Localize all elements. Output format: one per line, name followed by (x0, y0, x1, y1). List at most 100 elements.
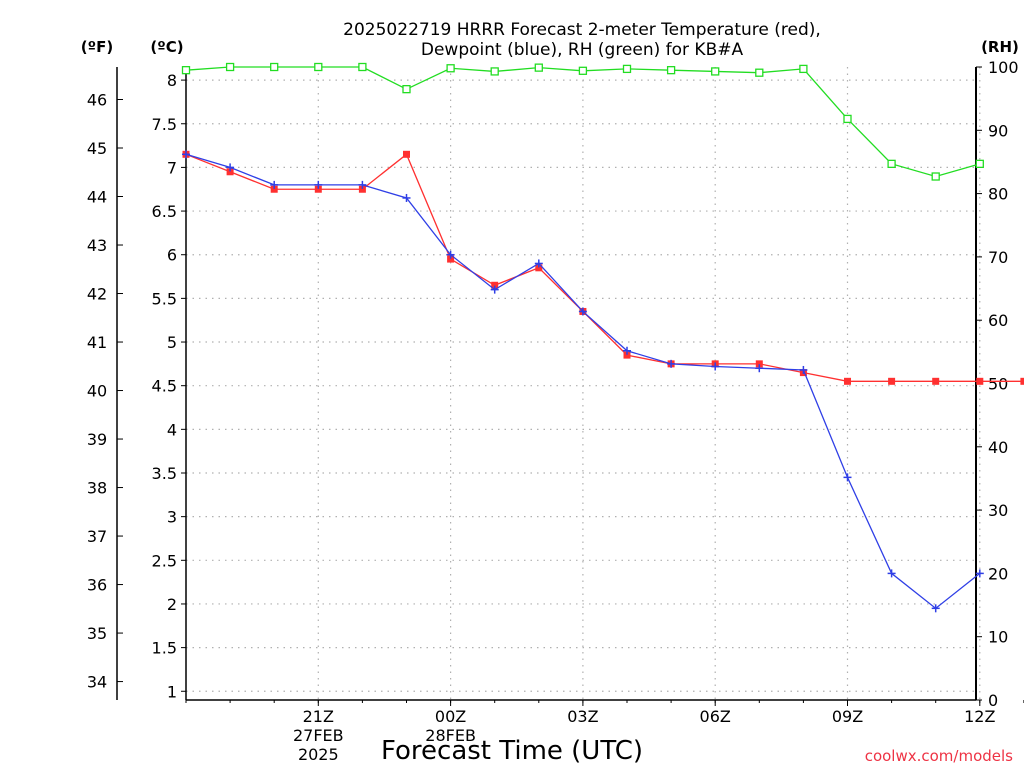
rh-point (270, 62, 279, 72)
temperature-point (447, 255, 455, 263)
dewpoint-point (623, 346, 631, 355)
rh-line (185, 66, 980, 178)
dewpoint-point (534, 259, 543, 268)
fahrenheit-tick-label: 35 (87, 624, 107, 643)
celsius-tick-label: 7 (167, 158, 177, 177)
celsius-tick-label: 3.5 (152, 464, 177, 483)
x-tick-label: 12Z (964, 707, 995, 726)
fahrenheit-unit-label: (ºF) (81, 38, 113, 56)
fahrenheit-tick-label: 38 (87, 479, 107, 498)
dewpoint-point (402, 193, 411, 202)
celsius-tick-label: 1.5 (152, 639, 177, 658)
rh-unit-label: (RH) (981, 38, 1019, 56)
dewpoint-point (887, 569, 896, 578)
rh-tick-label: 40 (988, 438, 1008, 457)
rh-point (711, 67, 720, 76)
rh-tick-label: 0 (988, 691, 998, 710)
celsius-tick-label: 3 (167, 508, 177, 527)
dewpoint-point (711, 362, 720, 371)
x-tick-label: 03Z (567, 707, 598, 726)
rh-point (534, 63, 543, 72)
dewpoint-point (755, 364, 764, 373)
rh-point (843, 114, 852, 124)
celsius-tick-label: 8 (167, 71, 177, 90)
rh-tick-label: 10 (988, 628, 1008, 647)
rh-tick-label: 20 (988, 564, 1008, 583)
fahrenheit-tick-label: 42 (87, 285, 107, 304)
celsius-tick-label: 2.5 (152, 551, 177, 570)
fahrenheit-tick-label: 46 (87, 90, 107, 109)
rh-tick-label: 70 (988, 248, 1008, 267)
celsius-tick-label: 5 (167, 333, 177, 352)
rh-tick-label: 30 (988, 501, 1008, 520)
dewpoint-point (270, 180, 279, 189)
rh-point (490, 67, 499, 76)
temperature-point (491, 281, 499, 289)
celsius-tick-label: 6 (167, 246, 177, 265)
rh-point (314, 62, 323, 72)
temperature-point (314, 185, 322, 193)
dewpoint-point (182, 150, 190, 159)
temperature-point (976, 377, 984, 385)
temperature-point (270, 185, 278, 193)
temperature-point (1020, 377, 1024, 385)
fahrenheit-tick-label: 36 (87, 576, 107, 595)
dewpoint-point (446, 250, 455, 259)
rh-tick-label: 90 (988, 121, 1008, 140)
x-axis-label: Forecast Time (UTC) (381, 736, 643, 766)
rh-point (402, 85, 411, 94)
rh-point (225, 62, 235, 72)
dewpoint-point (490, 285, 499, 294)
dewpoint-point (931, 604, 940, 613)
rh-tick-label: 80 (988, 185, 1008, 204)
temperature-point (623, 351, 631, 359)
rh-point (799, 64, 808, 74)
chart-title-line2: Dewpoint (blue), RH (green) for KB#A (421, 40, 744, 60)
x-tick-year: 2025 (298, 745, 339, 764)
celsius-tick-label: 4.5 (152, 377, 177, 396)
credit-label: coolwx.com/models (865, 747, 1013, 765)
rh-point (578, 66, 588, 75)
temperature-line (185, 153, 1024, 382)
fahrenheit-tick-label: 37 (87, 527, 107, 546)
x-tick-date: 27FEB (293, 726, 344, 745)
rh-tick-label: 50 (988, 375, 1008, 394)
fahrenheit-tick-label: 44 (87, 188, 107, 207)
dewpoint-point (843, 473, 852, 482)
dewpoint-point (314, 180, 323, 189)
celsius-tick-label: 7.5 (152, 115, 177, 134)
rh-point (975, 159, 984, 168)
x-tick-label: 09Z (832, 707, 863, 726)
temperature-point (844, 377, 851, 385)
rh-point (181, 66, 191, 75)
temperature-point (403, 150, 410, 158)
dewpoint-point (975, 569, 984, 578)
chart-axes (116, 66, 1024, 706)
rh-point (887, 159, 896, 168)
celsius-tick-label: 4 (167, 420, 177, 439)
temperature-point (932, 377, 940, 385)
temperature-point (535, 264, 543, 272)
x-tick-date: 28FEB (425, 726, 476, 745)
rh-point (931, 172, 940, 181)
dewpoint-point (226, 163, 235, 172)
temperature-point (888, 377, 896, 385)
x-tick-label: 21Z (303, 707, 334, 726)
celsius-tick-label: 5.5 (152, 289, 177, 308)
fahrenheit-tick-label: 40 (87, 382, 107, 401)
fahrenheit-tick-label: 34 (87, 673, 107, 692)
tick-labels: 1 1.5 2 2.5 3 3.5 4 4.5 5 5.5 6 6.5 7 7.5 8 34 35 36 37 38 3… (87, 58, 1019, 764)
chart-title-line1: 2025022719 HRRR Forecast 2-meter Tempera… (343, 20, 821, 40)
rh-point (446, 64, 455, 73)
rh-point (622, 64, 632, 74)
data-series (181, 62, 1024, 613)
celsius-tick-label: 2 (167, 595, 177, 614)
celsius-unit-label: (ºC) (150, 38, 183, 56)
x-tick-label: 00Z (435, 707, 466, 726)
dewpoint-point (667, 359, 676, 368)
dewpoint-point (578, 307, 587, 316)
x-tick-label: 06Z (700, 707, 731, 726)
temperature-point (755, 360, 763, 368)
fahrenheit-tick-label: 41 (87, 333, 107, 352)
